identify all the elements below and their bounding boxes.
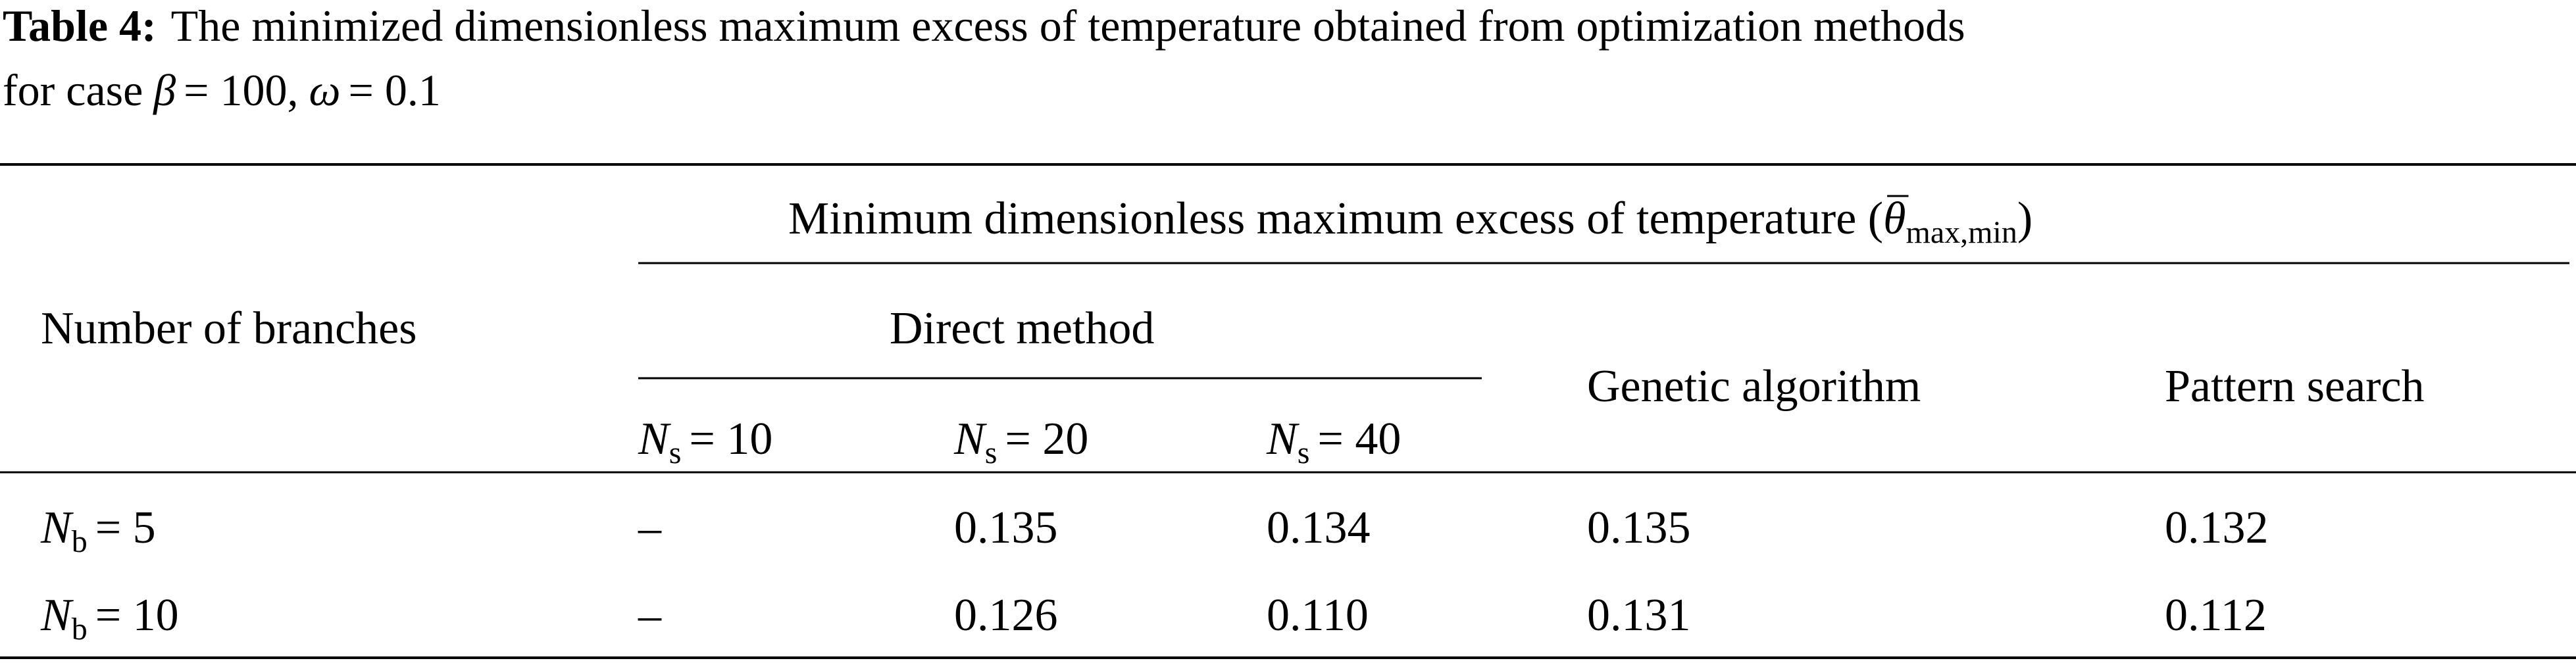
caption-text: The minimized dimensionless maximum exce… bbox=[171, 1, 1965, 51]
table-cell: 0.132 bbox=[2165, 503, 2269, 553]
subscript: s bbox=[669, 435, 682, 470]
subscript: s bbox=[985, 435, 998, 470]
value: = 20 bbox=[1005, 414, 1088, 464]
symbol: N bbox=[40, 590, 74, 641]
value: = 5 bbox=[95, 503, 156, 553]
caption-label: Table 4: bbox=[3, 1, 157, 51]
table-cell: 0.135 bbox=[954, 503, 1058, 553]
symbol: N bbox=[40, 503, 74, 553]
table-cell: 0.131 bbox=[1587, 590, 1691, 641]
table-cell: – bbox=[638, 503, 662, 553]
value: = 10 bbox=[689, 414, 772, 464]
ns-header: Ns = 20 bbox=[953, 414, 1088, 470]
caption-line2: for case β = 100, ω = 0.1 bbox=[3, 65, 441, 115]
value: = 10 bbox=[95, 590, 179, 641]
beta-value: = 100, bbox=[184, 65, 298, 115]
header-cell: Genetic algorithm bbox=[1587, 361, 1921, 412]
theta-subscript: max,min bbox=[1906, 215, 2017, 250]
span-header-text: Minimum dimensionless maximum excess of … bbox=[788, 193, 1883, 244]
table-row: Nb = 10 – 0.126 0.110 0.131 0.112 bbox=[40, 590, 2267, 647]
symbol: N bbox=[638, 414, 671, 464]
caption-line1: Table 4: The minimized dimensionless maxi… bbox=[3, 1, 1965, 51]
span-header-close: ) bbox=[2017, 193, 2033, 244]
beta-symbol: β bbox=[152, 65, 176, 115]
symbol: N bbox=[1266, 414, 1300, 464]
omega-symbol: ω bbox=[309, 65, 341, 115]
subscript: b bbox=[72, 612, 88, 647]
caption-text: for case bbox=[3, 65, 143, 115]
span-header: Minimum dimensionless maximum excess of … bbox=[788, 193, 2033, 250]
header-cell: Direct method bbox=[890, 303, 1154, 354]
subscript: s bbox=[1298, 435, 1310, 470]
table-cell: 0.134 bbox=[1267, 503, 1371, 553]
table-cell: 0.135 bbox=[1587, 503, 1691, 553]
header-cell: Pattern search bbox=[2165, 361, 2425, 412]
table-cell: 0.112 bbox=[2165, 590, 2267, 641]
symbol: N bbox=[953, 414, 987, 464]
table-cell: – bbox=[638, 590, 662, 641]
value: = 40 bbox=[1317, 414, 1401, 464]
table-cell: 0.110 bbox=[1267, 590, 1369, 641]
row-label: Nb = 10 bbox=[40, 590, 179, 647]
table-row: Nb = 5 – 0.135 0.134 0.135 0.132 bbox=[40, 503, 2269, 559]
subscript: b bbox=[72, 524, 88, 559]
ns-header: Ns = 10 bbox=[638, 414, 772, 470]
ns-header: Ns = 40 bbox=[1266, 414, 1401, 470]
omega-value: = 0.1 bbox=[349, 65, 441, 115]
ns-row: Ns = 10 Ns = 20 Ns = 40 bbox=[638, 414, 1401, 470]
theta-symbol: θ bbox=[1883, 193, 1906, 244]
table-cell: 0.126 bbox=[954, 590, 1058, 641]
header-cell: Number of branches bbox=[41, 303, 417, 354]
row-label: Nb = 5 bbox=[40, 503, 156, 559]
